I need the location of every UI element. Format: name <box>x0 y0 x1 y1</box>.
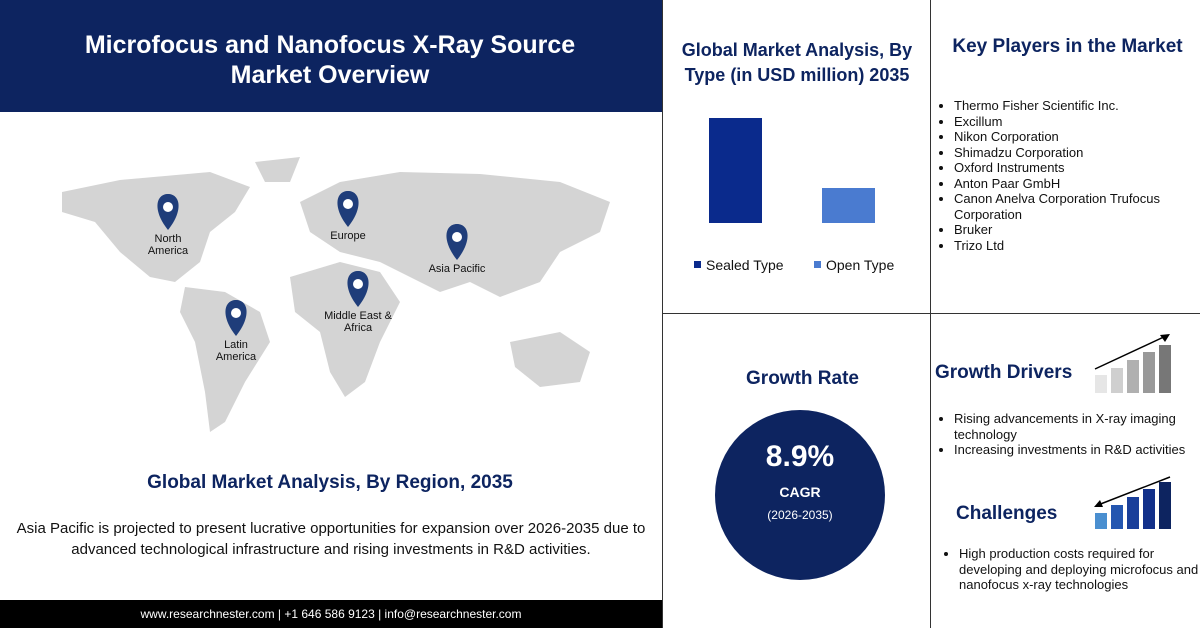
list-item: Excillum <box>954 114 1200 130</box>
players-list: Thermo Fisher Scientific Inc.ExcillumNik… <box>932 98 1200 253</box>
list-item: Thermo Fisher Scientific Inc. <box>954 98 1200 114</box>
bar <box>822 188 875 223</box>
world-map: North America Europe Asia Pacific Middle Eas… <box>62 157 610 432</box>
cagr-label: CAGR <box>779 484 821 500</box>
challenges-list: High production costs required for devel… <box>937 546 1200 593</box>
divider <box>662 0 663 628</box>
growth-icon <box>1094 334 1171 393</box>
region-label: North America <box>148 233 189 257</box>
map-pin-dot <box>163 202 173 212</box>
bar <box>709 118 762 223</box>
list-item: Trizo Ltd <box>954 238 1200 254</box>
legend-swatch <box>694 261 701 268</box>
map-pin-dot <box>353 279 363 289</box>
chart-title: Global Market Analysis, By Type (in USD … <box>681 40 913 85</box>
legend-label: Open Type <box>826 257 894 273</box>
players-title: Key Players in the Market <box>952 36 1183 57</box>
map-caption: Global Market Analysis, By Region, 2035 <box>120 472 540 494</box>
list-item: High production costs required for devel… <box>959 546 1200 593</box>
list-item: Bruker <box>954 222 1200 238</box>
drivers-title: Growth Drivers <box>935 362 1073 383</box>
list-item: Canon Anelva Corporation Trufocus Corpor… <box>954 191 1200 222</box>
cagr-circle: 8.9% CAGR (2026-2035) <box>715 410 885 580</box>
region-label: Middle East & Africa <box>324 310 393 334</box>
challenge-icon <box>1094 476 1171 529</box>
header-band <box>0 0 662 112</box>
map-pin-dot <box>343 199 353 209</box>
list-item: Oxford Instruments <box>954 160 1200 176</box>
growth-rate-title: Growth Rate <box>746 368 859 389</box>
region-label: Europe <box>330 230 365 242</box>
legend-label: Sealed Type <box>706 257 784 273</box>
list-item: Increasing investments in R&D activities <box>954 442 1200 458</box>
list-item: Anton Paar GmbH <box>954 176 1200 192</box>
divider <box>930 0 931 628</box>
map-pin-dot <box>231 308 241 318</box>
drivers-list: Rising advancements in X-ray imaging tec… <box>932 411 1200 458</box>
list-item: Rising advancements in X-ray imaging tec… <box>954 411 1200 442</box>
map-description: Asia Pacific is projected to present luc… <box>16 520 646 558</box>
bar-chart: Sealed Type Open Type <box>694 118 894 273</box>
challenges-title: Challenges <box>956 503 1058 524</box>
cagr-period: (2026-2035) <box>767 508 833 522</box>
map-caption-text: Global Market Analysis, By Region, 2035 <box>147 472 513 493</box>
list-item: Nikon Corporation <box>954 129 1200 145</box>
page-title: Microfocus and Nanofocus X-Ray Source Ma… <box>84 31 576 89</box>
list-item: Shimadzu Corporation <box>954 145 1200 161</box>
cagr-value: 8.9% <box>765 440 835 473</box>
map-pin-dot <box>452 232 462 242</box>
footer: www.researchnester.com | +1 646 586 9123… <box>0 600 662 628</box>
footer-contact: www.researchnester.com | +1 646 586 9123… <box>140 607 522 621</box>
region-label: Latin America <box>216 339 257 363</box>
legend-swatch <box>814 261 821 268</box>
region-label: Asia Pacific <box>429 263 486 275</box>
divider <box>662 313 1200 314</box>
